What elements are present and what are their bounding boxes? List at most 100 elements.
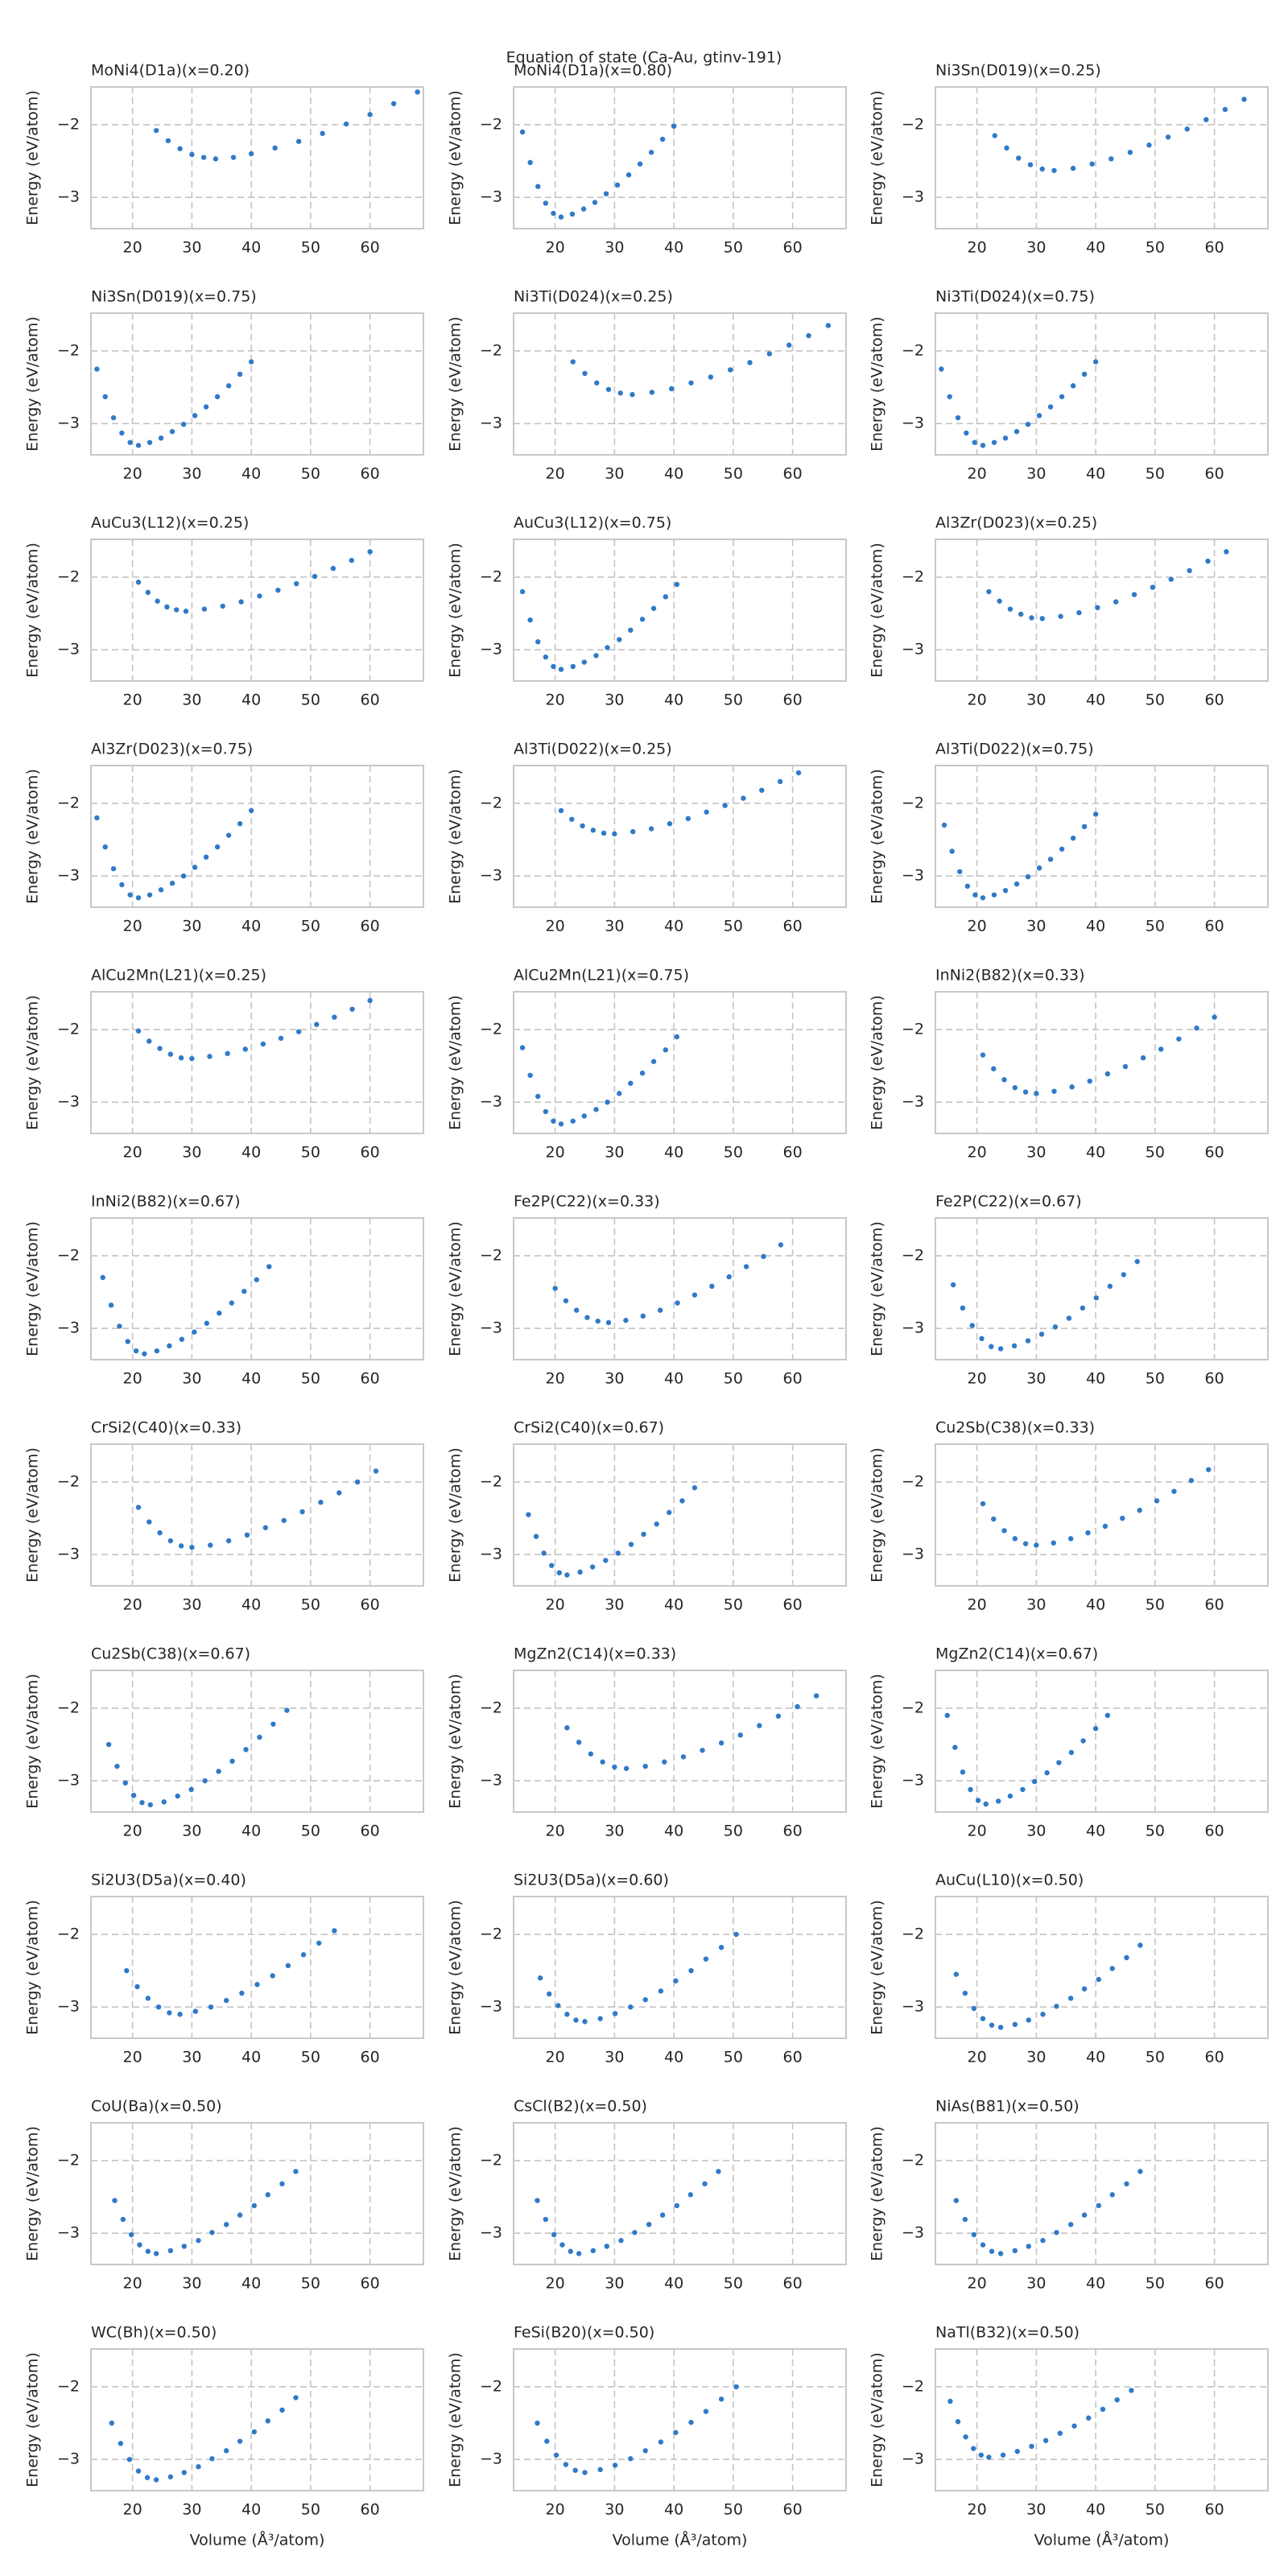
data-point xyxy=(1029,615,1034,621)
y-axis-label: Energy (eV/atom) xyxy=(24,543,42,678)
data-point xyxy=(1114,2396,1120,2403)
data-point xyxy=(960,1305,966,1311)
data-point xyxy=(623,1765,630,1772)
data-point xyxy=(275,587,281,593)
data-point xyxy=(265,2192,270,2198)
axes-frame xyxy=(513,1896,847,2039)
data-point xyxy=(558,667,564,672)
data-point xyxy=(1025,873,1031,880)
data-point xyxy=(1012,1084,1018,1091)
x-tick-label: 40 xyxy=(664,1596,683,1614)
subplot: 20 30 40 50 60 −3 −2 Si2U3(D5a)(x=0.60) Energy (… xyxy=(447,1872,847,2066)
data-point xyxy=(1121,1272,1126,1278)
subplot-title: AuCu3(L12)(x=0.75) xyxy=(514,514,671,532)
data-point xyxy=(1056,1760,1062,1765)
data-point xyxy=(825,323,832,328)
data-point xyxy=(688,380,694,386)
data-point xyxy=(1014,2449,1020,2454)
data-point xyxy=(300,1952,307,1958)
data-point xyxy=(1171,1488,1177,1494)
y-axis-label: Energy (eV/atom) xyxy=(24,2352,42,2487)
y-tick-label: −2 xyxy=(902,341,924,359)
data-point xyxy=(581,1113,587,1119)
data-point xyxy=(582,2470,588,2475)
x-tick-label: 60 xyxy=(1205,2275,1224,2293)
data-point xyxy=(1067,2222,1074,2227)
data-point xyxy=(1224,549,1229,555)
y-tick-label: −2 xyxy=(57,2151,80,2169)
data-point xyxy=(161,1799,167,1805)
data-point xyxy=(293,580,299,587)
data-point xyxy=(1058,613,1063,619)
data-point xyxy=(519,588,526,595)
y-axis-label: Energy (eV/atom) xyxy=(447,2352,464,2487)
subplot: 20 30 40 50 60 −3 −2 Al3Ti(D022)(x=0.25) Energy … xyxy=(447,741,847,935)
y-tick-label: −3 xyxy=(57,415,80,432)
data-point xyxy=(650,605,657,611)
data-point xyxy=(628,1080,634,1086)
subplot-title: MoNi4(D1a)(x=0.80) xyxy=(514,62,672,80)
y-axis-label: Energy (eV/atom) xyxy=(869,769,886,904)
data-point xyxy=(658,1988,664,1994)
x-tick-label: 20 xyxy=(546,1596,565,1614)
data-point xyxy=(1047,404,1054,410)
x-tick-label: 40 xyxy=(664,1823,683,1840)
y-axis-label: Energy (eV/atom) xyxy=(447,316,464,452)
axes-frame xyxy=(90,765,424,908)
data-point xyxy=(1025,421,1031,427)
data-point xyxy=(564,1572,570,1578)
data-point xyxy=(605,1099,610,1105)
x-tick-label: 20 xyxy=(123,465,142,483)
x-axis-label: Volume (Å³/atom) xyxy=(1034,2531,1170,2549)
x-tick-label: 40 xyxy=(1086,691,1105,709)
x-tick-label: 30 xyxy=(182,2501,201,2519)
y-axis-label: Energy (eV/atom) xyxy=(869,995,886,1130)
data-point xyxy=(971,2005,977,2012)
x-tick-label: 30 xyxy=(1026,1144,1046,1162)
data-point xyxy=(1001,1077,1007,1083)
x-tick-label: 50 xyxy=(1146,2049,1165,2066)
data-point xyxy=(248,359,254,365)
data-point xyxy=(953,1971,960,1977)
y-tick-label: −3 xyxy=(480,188,502,206)
data-point xyxy=(209,2230,215,2235)
data-point xyxy=(1095,605,1100,611)
data-point xyxy=(1100,2406,1106,2413)
data-point xyxy=(1168,576,1174,582)
y-tick-label: −2 xyxy=(480,1925,502,1942)
subplot-title: InNi2(B82)(x=0.33) xyxy=(935,967,1085,985)
data-point xyxy=(716,2169,721,2174)
data-point xyxy=(1184,126,1190,132)
data-point xyxy=(573,2017,579,2023)
x-tick-label: 60 xyxy=(1205,239,1224,257)
data-point xyxy=(569,816,575,822)
x-tick-label: 50 xyxy=(1146,1370,1165,1388)
y-tick-label: −3 xyxy=(902,1319,924,1337)
subplot-title: Fe2P(C22)(x=0.33) xyxy=(514,1193,660,1211)
axes-frame xyxy=(513,765,847,908)
data-point xyxy=(254,1277,259,1282)
data-point xyxy=(293,2395,299,2401)
axes-frame xyxy=(935,2122,1269,2265)
data-point xyxy=(203,404,209,410)
data-point xyxy=(178,1543,184,1549)
data-point xyxy=(1104,1712,1111,1719)
data-point xyxy=(1004,145,1009,151)
axes-frame xyxy=(935,1443,1269,1587)
x-tick-label: 40 xyxy=(242,465,261,483)
plot-background xyxy=(91,766,423,907)
data-point xyxy=(963,2434,968,2440)
x-tick-label: 40 xyxy=(1086,1370,1105,1388)
data-point xyxy=(242,1288,247,1294)
data-point xyxy=(316,1940,322,1946)
data-point xyxy=(569,211,576,217)
x-tick-label: 40 xyxy=(1086,1823,1105,1840)
data-point xyxy=(950,1282,956,1288)
y-axis-label: Energy (eV/atom) xyxy=(869,543,886,678)
data-point xyxy=(519,1045,526,1051)
data-point xyxy=(1012,1536,1018,1542)
data-point xyxy=(167,1343,172,1349)
data-point xyxy=(989,2248,995,2254)
data-point xyxy=(570,359,576,365)
